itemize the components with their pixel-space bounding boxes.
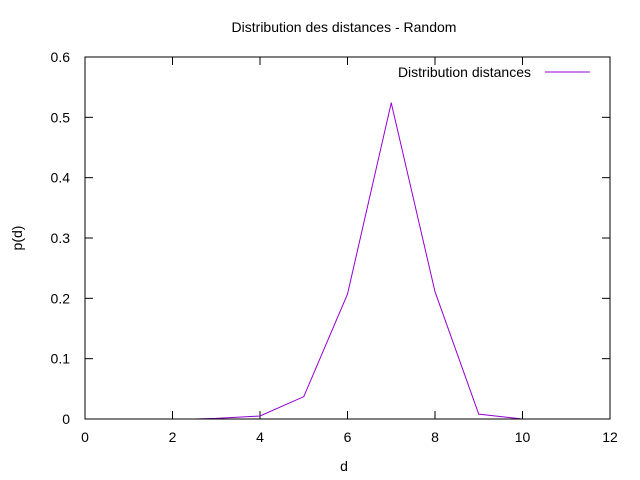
y-tick-label: 0.6 (51, 49, 71, 65)
data-point (478, 413, 480, 415)
x-axis-label: d (340, 458, 348, 474)
x-tick-label: 10 (515, 429, 531, 445)
series-layer (193, 102, 523, 420)
chart-title: Distribution des distances - Random (232, 19, 457, 35)
y-tick-label: 0.1 (51, 351, 71, 367)
y-tick-label: 0.4 (51, 170, 71, 186)
x-tick-label: 6 (344, 429, 352, 445)
legend: Distribution distances (398, 64, 590, 80)
data-point (434, 291, 436, 293)
x-tick-label: 8 (431, 429, 439, 445)
data-point (303, 396, 305, 398)
legend-label: Distribution distances (398, 64, 531, 80)
x-tick-label: 4 (256, 429, 264, 445)
data-point (390, 102, 392, 104)
data-point (347, 293, 348, 295)
x-axis: 0 2 4 6 8 10 12 (81, 57, 618, 445)
plot-frame (84, 56, 611, 420)
y-axis-label: p(d) (9, 226, 25, 251)
x-tick-label: 0 (81, 429, 89, 445)
data-point (259, 415, 261, 417)
y-axis: 0 0.1 0.2 0.3 0.4 0.5 0.6 (51, 49, 610, 427)
x-tick-label: 2 (169, 429, 177, 445)
y-tick-label: 0.3 (51, 230, 71, 246)
series-line-0 (194, 102, 523, 420)
y-tick-label: 0 (62, 411, 70, 427)
y-tick-label: 0.5 (51, 109, 71, 125)
y-tick-label: 0.2 (51, 290, 71, 306)
x-tick-label: 12 (602, 429, 618, 445)
